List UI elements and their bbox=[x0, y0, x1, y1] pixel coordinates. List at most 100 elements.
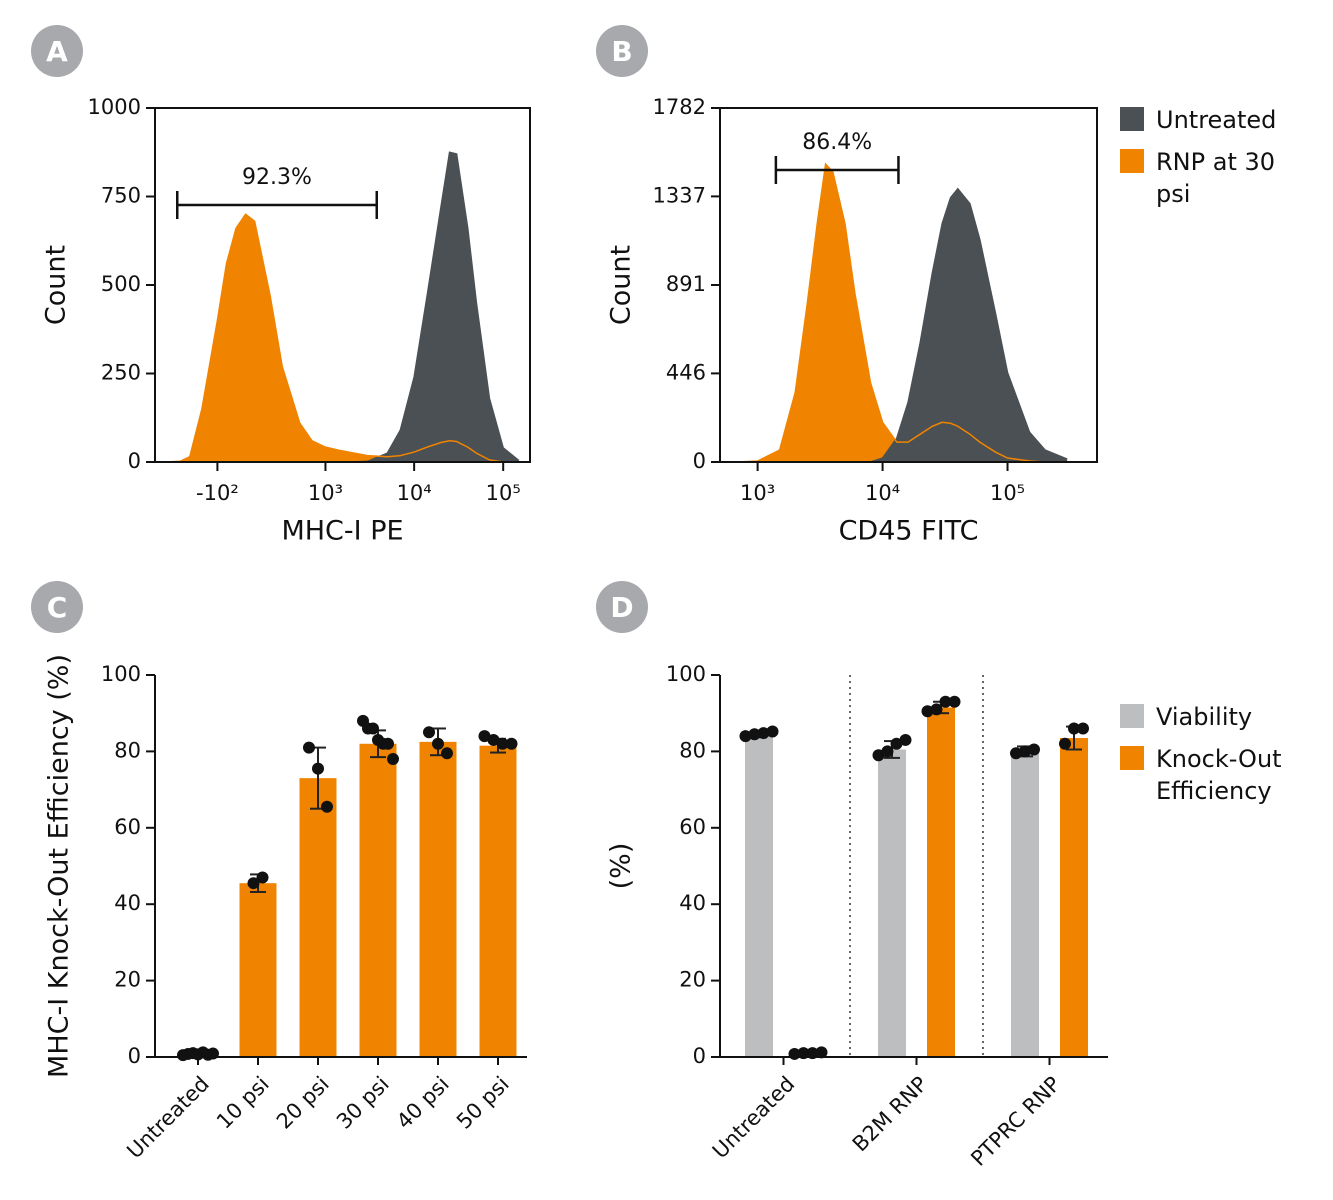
histogram-area bbox=[165, 152, 519, 462]
gate bbox=[774, 155, 900, 184]
y-tick-label: 60 bbox=[114, 815, 141, 839]
data-point bbox=[881, 745, 894, 758]
data-point bbox=[1059, 737, 1071, 750]
legend-swatch bbox=[1120, 149, 1144, 173]
panel-letter: A bbox=[46, 35, 68, 68]
y-tick-label: 750 bbox=[101, 184, 141, 208]
y-axis-title: Count bbox=[41, 245, 72, 325]
histogram-area bbox=[165, 214, 519, 462]
bar bbox=[1011, 751, 1039, 1057]
x-tick-label: 20 psi bbox=[272, 1072, 334, 1134]
gate-label: 86.4% bbox=[802, 130, 872, 155]
legend-entry: RNP at 30 psi bbox=[1120, 146, 1306, 210]
bar bbox=[745, 734, 773, 1057]
y-tick-label: 0 bbox=[128, 1044, 141, 1068]
x-tick-label: 10³ bbox=[308, 481, 343, 505]
x-tick-label: PTPRC RNP bbox=[966, 1072, 1065, 1171]
legend-entry: Untreated bbox=[1120, 104, 1306, 136]
panel-letter: B bbox=[611, 35, 632, 68]
panel-badge bbox=[596, 581, 648, 633]
data-point bbox=[1077, 722, 1089, 735]
panel-letter: D bbox=[610, 591, 633, 624]
x-axis-title: MHC-I PE bbox=[281, 516, 403, 547]
data-point bbox=[921, 705, 934, 718]
bar bbox=[239, 883, 277, 1057]
y-tick-label: 250 bbox=[101, 361, 141, 385]
y-tick-label: 20 bbox=[679, 968, 706, 992]
y-tick-label: 891 bbox=[666, 272, 706, 296]
legend: Viability Knock-Out Efficiency bbox=[1120, 701, 1306, 817]
data-point bbox=[312, 762, 324, 775]
x-axis-title: CD45 FITC bbox=[839, 516, 979, 547]
data-point bbox=[872, 749, 885, 762]
x-tick-label: -10² bbox=[196, 481, 239, 505]
data-point bbox=[247, 877, 260, 890]
data-point bbox=[432, 737, 444, 750]
y-axis-title: MHC-I Knock-Out Efficiency (%) bbox=[44, 654, 75, 1078]
panel-badge bbox=[596, 25, 648, 77]
y-tick-label: 1337 bbox=[653, 183, 706, 207]
y-tick-label: 60 bbox=[679, 815, 706, 839]
legend-swatch bbox=[1120, 746, 1144, 770]
x-tick-label: B2M RNP bbox=[848, 1072, 933, 1157]
y-tick-label: 0 bbox=[128, 449, 141, 473]
x-tick-label: 30 psi bbox=[332, 1072, 394, 1134]
data-point bbox=[487, 733, 500, 746]
y-tick-label: 1782 bbox=[653, 95, 706, 119]
histogram-area bbox=[720, 164, 1068, 462]
data-point bbox=[496, 737, 509, 750]
data-point bbox=[1028, 743, 1040, 756]
legend-entry: Knock-Out Efficiency bbox=[1120, 743, 1306, 807]
y-tick-label: 20 bbox=[114, 968, 141, 992]
legend-swatch bbox=[1120, 107, 1144, 131]
data-point bbox=[1019, 745, 1031, 758]
bar bbox=[479, 745, 517, 1057]
x-tick-label: 10 psi bbox=[212, 1072, 274, 1134]
data-point bbox=[387, 753, 399, 766]
legend-swatch bbox=[1120, 704, 1144, 728]
legend-label: Untreated bbox=[1156, 106, 1277, 134]
data-point bbox=[739, 730, 752, 743]
bar bbox=[359, 743, 397, 1057]
x-tick-label: 10⁵ bbox=[486, 481, 521, 505]
y-tick-label: 446 bbox=[666, 360, 706, 384]
y-tick-label: 100 bbox=[666, 662, 706, 686]
data-point bbox=[367, 722, 379, 735]
data-point bbox=[766, 725, 779, 738]
data-point bbox=[441, 747, 453, 760]
y-axis-title: Count bbox=[606, 245, 637, 325]
gate-label: 92.3% bbox=[242, 165, 312, 190]
data-point bbox=[815, 1046, 828, 1059]
plot-frame bbox=[719, 107, 1098, 463]
y-tick-label: 40 bbox=[679, 891, 706, 915]
bar bbox=[1060, 738, 1088, 1057]
panel-badge bbox=[31, 25, 83, 77]
data-point bbox=[256, 871, 269, 884]
x-tick-label: 10⁴ bbox=[865, 481, 900, 505]
legend: Untreated RNP at 30 psi bbox=[1120, 104, 1306, 220]
y-tick-label: 0 bbox=[693, 449, 706, 473]
legend-label: Viability bbox=[1156, 703, 1253, 731]
data-point bbox=[1010, 747, 1022, 760]
bar bbox=[419, 741, 457, 1057]
y-tick-label: 500 bbox=[101, 272, 141, 296]
x-tick-label: 50 psi bbox=[452, 1072, 514, 1134]
y-tick-label: 40 bbox=[114, 891, 141, 915]
data-point bbox=[939, 695, 952, 708]
panel-badge bbox=[31, 581, 83, 633]
data-point bbox=[321, 800, 333, 813]
bar bbox=[927, 707, 955, 1057]
bar bbox=[299, 778, 337, 1057]
data-point bbox=[899, 733, 912, 746]
data-point bbox=[757, 727, 770, 740]
gate bbox=[176, 190, 378, 219]
panel-letter: C bbox=[47, 591, 68, 624]
data-point bbox=[505, 737, 518, 750]
data-point bbox=[303, 741, 315, 754]
histogram-outline bbox=[165, 213, 519, 463]
histogram-area bbox=[720, 188, 1068, 462]
x-tick-label: 10⁵ bbox=[990, 481, 1025, 505]
y-axis-title: (%) bbox=[606, 843, 637, 890]
